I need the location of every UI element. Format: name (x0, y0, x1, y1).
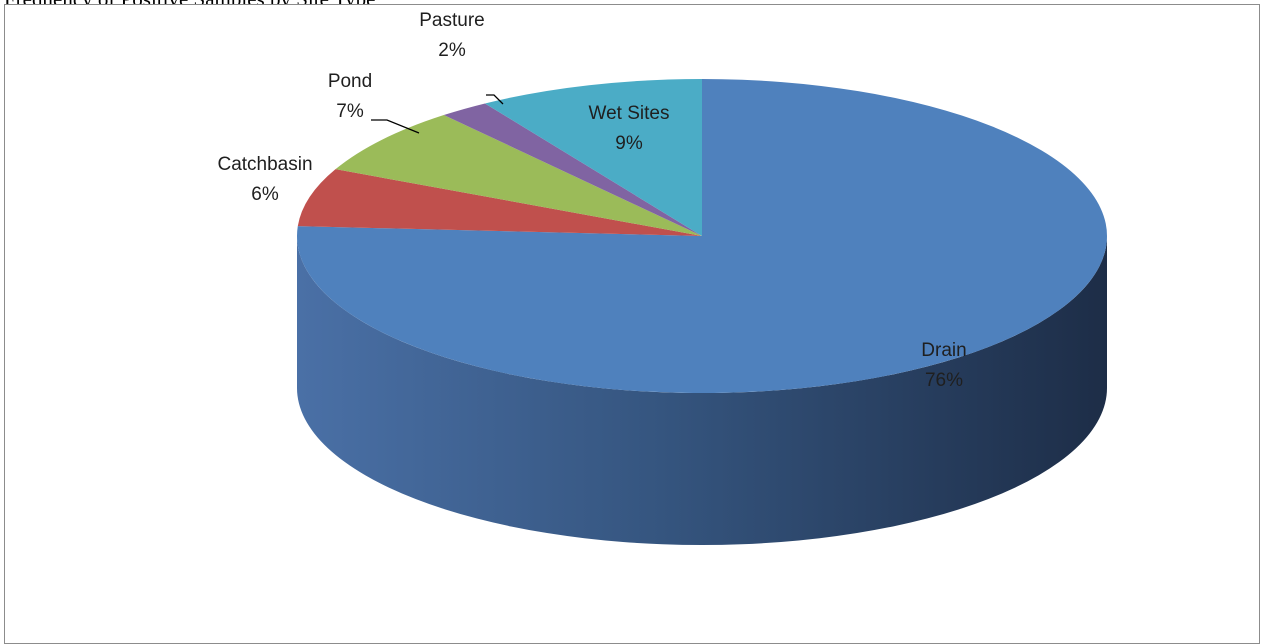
label-name-catchbasin: Catchbasin (217, 154, 312, 175)
leader-line-pasture (486, 94, 504, 105)
label-name-wet-sites: Wet Sites (589, 103, 670, 124)
label-name-pond: Pond (328, 71, 372, 92)
label-value-drain: 76% (925, 370, 963, 391)
label-value-pond: 7% (336, 101, 364, 122)
pie-slice-catchbasin (297, 169, 702, 236)
label-value-pasture: 2% (438, 40, 466, 61)
pie-slice-pasture (443, 103, 702, 236)
pie-slice-wet-sites (484, 79, 702, 236)
label-value-wet-sites: 9% (615, 133, 643, 154)
label-name-pasture: Pasture (419, 10, 484, 31)
pie-slice-pond (335, 115, 702, 236)
label-name-drain: Drain (921, 340, 966, 361)
label-value-catchbasin: 6% (251, 184, 279, 205)
leader-line-pond (371, 119, 420, 134)
pie-side-drain (297, 236, 1107, 545)
